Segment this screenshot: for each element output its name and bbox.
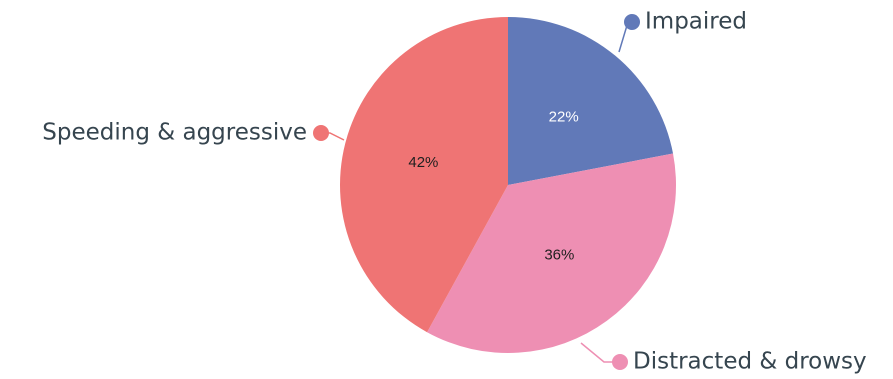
legend-label-distracted-and-drowsy: Distracted & drowsy xyxy=(633,349,867,375)
slice-value-label-impaired: 22% xyxy=(549,109,579,126)
legend-marker-speeding-and-aggressive xyxy=(313,125,329,141)
legend-label-impaired: Impaired xyxy=(645,9,747,35)
legend-label-speeding-and-aggressive: Speeding & aggressive xyxy=(42,120,307,146)
legend-marker-distracted-and-drowsy xyxy=(612,354,628,370)
pie-slice-impaired xyxy=(508,17,674,185)
pie-slice-distracted-and-drowsy xyxy=(427,153,676,353)
slice-value-label-speeding-and-aggressive: 42% xyxy=(408,154,438,171)
pie-slice-speeding-and-aggressive xyxy=(340,17,508,333)
legend-marker-impaired xyxy=(624,14,640,30)
slice-value-label-distracted-and-drowsy: 36% xyxy=(544,247,574,264)
